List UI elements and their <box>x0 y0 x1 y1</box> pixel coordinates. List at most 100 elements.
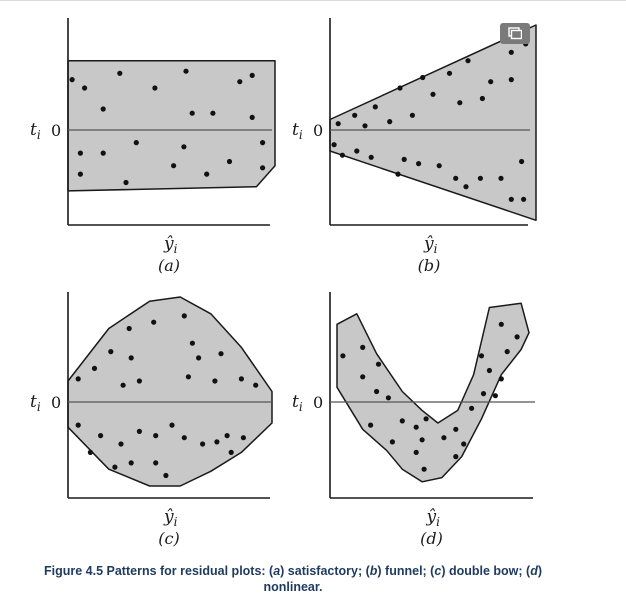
data-point <box>249 114 255 120</box>
data-point <box>514 334 520 340</box>
data-point <box>136 428 142 434</box>
data-point <box>260 165 266 171</box>
data-point <box>360 344 366 350</box>
x-axis-label: ŷi <box>163 507 178 529</box>
data-point <box>352 112 358 118</box>
data-point <box>430 91 436 97</box>
data-point <box>420 74 426 81</box>
data-point <box>120 382 126 388</box>
data-point <box>240 435 246 441</box>
data-point <box>413 424 419 430</box>
x-axis-label-subscript: i <box>174 515 178 529</box>
data-point <box>151 319 157 325</box>
data-point <box>453 175 459 181</box>
gallery-icon[interactable] <box>500 23 530 44</box>
data-point <box>387 119 393 125</box>
data-point <box>508 49 514 55</box>
data-point <box>214 439 220 445</box>
data-point <box>108 349 114 355</box>
y-axis-label: ti <box>30 120 41 142</box>
data-point <box>331 142 337 148</box>
data-point <box>152 85 158 91</box>
data-point <box>163 472 169 479</box>
panel-label: (c) <box>158 529 179 548</box>
data-point <box>457 100 463 106</box>
data-point <box>181 144 187 150</box>
data-point <box>453 454 459 460</box>
data-point <box>385 395 391 401</box>
data-point <box>153 433 159 439</box>
x-axis-label: ŷi <box>426 507 441 529</box>
data-point <box>362 123 368 129</box>
data-point <box>492 393 498 399</box>
caption-letter-c: c <box>434 564 442 578</box>
data-point <box>521 196 527 202</box>
data-point <box>335 121 341 127</box>
panel-label: (d) <box>420 529 443 548</box>
data-point <box>75 376 81 382</box>
data-point <box>75 422 81 428</box>
panel-label: (a) <box>158 256 180 275</box>
y-axis-label: ti <box>30 392 41 414</box>
data-point <box>128 355 134 361</box>
caption-text: ) double bow; ( <box>441 564 531 578</box>
data-point <box>409 112 415 118</box>
y-axis-label: ti <box>292 392 303 414</box>
data-point <box>399 418 405 424</box>
data-point <box>69 77 75 83</box>
data-point <box>416 161 422 167</box>
data-point <box>249 72 255 78</box>
data-point <box>498 321 504 327</box>
caption-text: Figure 4.5 Patterns for residual plots: … <box>44 564 274 578</box>
x-axis-label-subscript: i <box>434 242 438 256</box>
data-point <box>185 374 191 380</box>
data-point <box>226 158 233 165</box>
data-point <box>118 441 124 447</box>
data-point <box>200 441 206 447</box>
data-point <box>169 422 175 428</box>
zero-tick-label: 0 <box>51 393 61 412</box>
chart-panel-satisfactory: ti 0 ŷi(a) <box>30 18 276 275</box>
data-point <box>171 163 177 169</box>
data-point <box>436 163 442 169</box>
data-point <box>339 152 345 158</box>
data-point <box>260 140 266 146</box>
chart-panel-nonlinear: ti 0 ŷi(d) <box>292 292 535 548</box>
x-axis-label: ŷi <box>163 234 178 256</box>
data-point <box>397 85 403 91</box>
data-point <box>91 365 98 371</box>
data-point <box>401 156 407 162</box>
data-point <box>478 353 485 359</box>
data-point <box>508 196 514 202</box>
caption-letter-b: b <box>369 564 378 578</box>
y-axis-label-subscript: i <box>299 400 303 414</box>
data-point <box>461 441 467 447</box>
data-point <box>419 437 425 443</box>
data-point <box>100 106 106 112</box>
caption-text: ) funnel; ( <box>377 564 435 578</box>
data-point <box>136 378 142 384</box>
y-axis-label-subscript: i <box>37 128 41 142</box>
data-point <box>446 70 453 76</box>
data-point <box>237 79 243 85</box>
data-point <box>212 378 218 384</box>
y-axis-label: ti <box>292 120 303 142</box>
data-point <box>196 355 202 361</box>
data-point <box>218 351 224 357</box>
data-point <box>126 325 132 332</box>
data-point <box>477 175 483 181</box>
panel-label: (b) <box>418 256 441 275</box>
data-point <box>498 175 504 181</box>
data-point <box>100 150 106 156</box>
residual-band <box>67 296 273 487</box>
caption-letter-a: a <box>273 564 281 578</box>
zero-tick-label: 0 <box>313 121 323 140</box>
x-axis-label-subscript: i <box>436 515 440 529</box>
data-point <box>488 79 494 85</box>
data-point <box>189 110 195 116</box>
data-point <box>128 460 134 466</box>
residual-band <box>329 24 537 222</box>
data-point <box>389 439 395 445</box>
data-point <box>374 388 380 395</box>
data-point <box>253 382 259 388</box>
